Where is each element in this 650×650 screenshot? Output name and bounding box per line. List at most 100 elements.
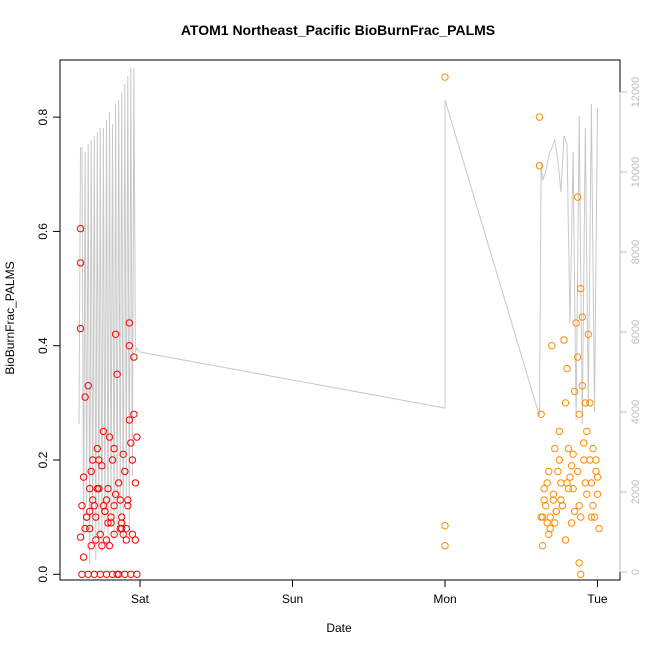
data-point	[595, 524, 603, 533]
data-point	[557, 479, 565, 487]
data-point	[116, 496, 124, 504]
data-point	[564, 444, 573, 453]
data-point	[79, 553, 88, 561]
data-point	[575, 502, 583, 510]
data-point	[121, 570, 129, 578]
data-point	[574, 353, 582, 361]
data-point	[590, 513, 599, 521]
data-point	[133, 433, 141, 441]
data-point	[125, 416, 134, 424]
data-point	[572, 319, 580, 327]
data-point	[93, 444, 102, 453]
data-point	[570, 507, 579, 516]
data-point	[563, 479, 571, 487]
data-point	[113, 370, 121, 378]
data-point	[580, 456, 588, 464]
data-point	[82, 513, 91, 521]
data-point	[551, 519, 559, 527]
data-point	[111, 330, 120, 338]
data-point	[115, 479, 123, 487]
data-point	[586, 456, 594, 464]
data-point	[587, 513, 596, 521]
data-point	[545, 467, 553, 476]
data-point	[577, 513, 585, 521]
data-point	[540, 496, 548, 504]
y2-tick-label: 2000	[630, 480, 642, 504]
data-point	[545, 530, 553, 538]
data-point	[108, 456, 117, 464]
data-point	[581, 399, 589, 407]
data-point	[441, 542, 449, 550]
data-point	[548, 342, 556, 350]
data-point	[96, 570, 105, 578]
data-point	[110, 530, 118, 538]
data-point	[131, 536, 140, 544]
data-point	[578, 313, 586, 321]
y-tick-label: 0.8	[36, 108, 50, 125]
data-point	[78, 570, 86, 578]
data-point	[127, 570, 135, 578]
data-point	[102, 496, 111, 504]
data-point	[549, 496, 557, 504]
x-tick-label: Sat	[131, 592, 150, 606]
data-point	[125, 319, 134, 327]
data-point	[592, 456, 600, 464]
data-point	[552, 507, 560, 516]
x-tick-label: Mon	[433, 592, 456, 606]
data-point	[121, 467, 129, 476]
data-point	[555, 456, 564, 464]
data-point	[86, 524, 94, 533]
data-point	[567, 519, 576, 527]
data-point	[540, 484, 548, 493]
data-point	[119, 450, 127, 458]
data-point	[583, 490, 591, 498]
data-point	[84, 382, 92, 390]
y-tick-label: 0.6	[36, 223, 50, 240]
chart-title: ATOM1 Northeast_Pacific BioBurnFrac_PALM…	[181, 22, 495, 38]
data-point	[99, 502, 108, 510]
data-point	[575, 410, 583, 418]
points-layer	[76, 73, 603, 578]
data-point	[86, 507, 94, 516]
data-point	[128, 530, 137, 538]
data-point	[586, 399, 594, 407]
data-point	[107, 513, 115, 521]
data-point	[441, 73, 449, 81]
data-point	[127, 439, 135, 447]
data-point	[105, 433, 114, 441]
y-tick-label: 0.0	[36, 566, 50, 583]
y2-tick-label: 10000	[630, 157, 642, 188]
data-point	[96, 530, 105, 538]
x-tick-label: Sun	[282, 592, 303, 606]
data-point	[578, 382, 586, 390]
data-point	[79, 473, 88, 481]
data-point	[560, 336, 568, 344]
data-point	[580, 439, 588, 447]
data-point	[543, 519, 551, 527]
data-point	[104, 484, 112, 493]
data-point	[130, 353, 138, 361]
y-axis-label: BioBurnFrac_PALMS	[3, 261, 17, 374]
data-point	[76, 324, 85, 333]
data-point	[78, 502, 86, 510]
data-point	[583, 427, 591, 436]
data-point	[131, 479, 140, 487]
data-point	[87, 467, 95, 476]
data-point	[574, 193, 582, 201]
data-point	[76, 533, 85, 541]
data-point	[89, 496, 97, 504]
data-point	[98, 462, 106, 470]
y2-tick-label: 6000	[630, 320, 642, 344]
plot-frame	[59, 59, 621, 581]
data-point	[566, 473, 574, 481]
altitude-line-layer	[78, 67, 598, 565]
data-point	[538, 542, 547, 550]
data-point	[128, 456, 137, 464]
y-tick-label: 0.2	[36, 451, 50, 468]
data-point	[86, 484, 94, 493]
data-point	[108, 570, 117, 578]
data-point	[569, 484, 577, 493]
x-tick-label: Tue	[587, 592, 608, 606]
y2-tick-label: 12000	[630, 77, 642, 108]
